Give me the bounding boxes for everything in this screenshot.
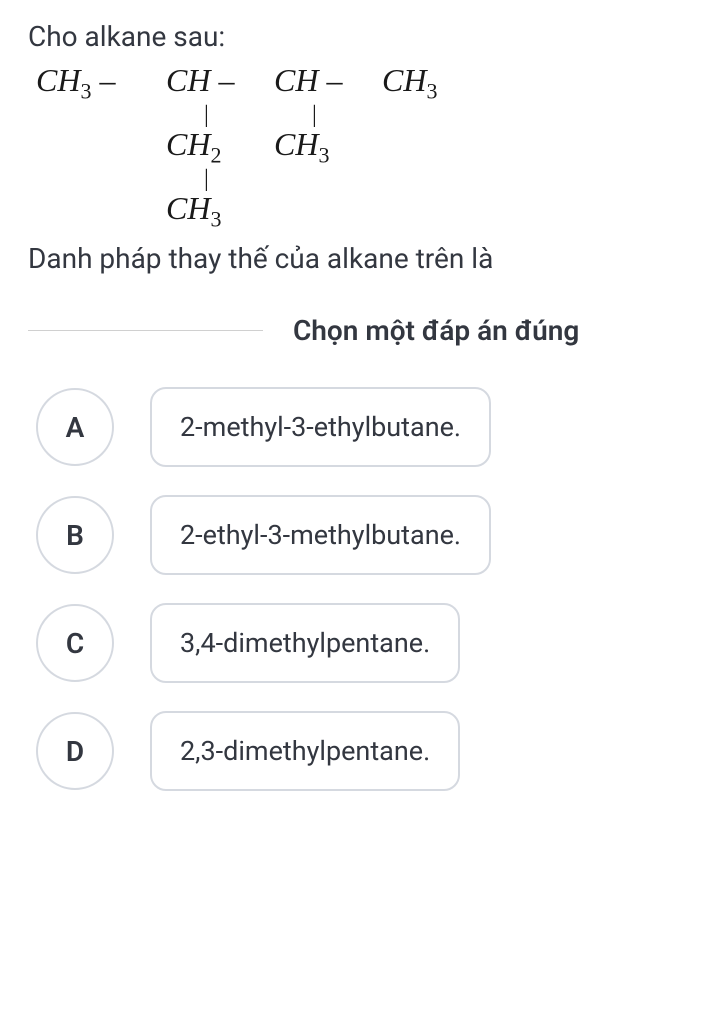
option-text-b: 2-ethyl-3-methylbutane. <box>150 495 491 575</box>
formula-c3-base: CH <box>274 62 318 98</box>
formula-r2-c3-sub: 3 <box>318 143 329 168</box>
prompt-text: Chọn một đáp án đúng <box>293 314 579 347</box>
option-text-d: 2,3-dimethylpentane. <box>150 711 460 791</box>
option-c[interactable]: C 3,4-dimethylpentane. <box>36 603 691 683</box>
option-letter-d: D <box>36 712 114 790</box>
prompt-row: Chọn một đáp án đúng <box>28 314 691 347</box>
formula-r2-c3-base: CH <box>274 126 318 162</box>
option-letter-c: C <box>36 604 114 682</box>
formula-r2-c2: CH2 <box>166 125 274 169</box>
formula-r2-c2-base: CH <box>166 126 210 162</box>
option-letter-b: B <box>36 496 114 574</box>
option-text-c: 3,4-dimethylpentane. <box>150 603 460 683</box>
formula-c1-sub: 3 <box>80 78 91 103</box>
formula-row-1: CH3 – CH – CH – CH3 <box>36 61 691 105</box>
formula-vbar-c3: | <box>274 105 382 125</box>
formula-c1-base: CH <box>36 62 80 98</box>
option-text-a: 2-methyl-3-ethylbutane. <box>150 387 491 467</box>
formula-c1: CH3 – <box>36 61 166 105</box>
formula-c4-base: CH <box>382 62 426 98</box>
formula-r3-c2-base: CH <box>166 190 210 226</box>
formula-row-3: CH3 <box>166 189 691 233</box>
formula-c2-base: CH <box>166 62 210 98</box>
formula-r3-c2: CH3 <box>166 189 274 233</box>
question-text: Danh pháp thay thế của alkane trên là <box>28 239 691 278</box>
formula-row-2: CH2 CH3 <box>166 125 691 169</box>
formula-c3: CH – <box>274 61 382 99</box>
formula-vbar-c2: | <box>166 105 274 125</box>
formula-c4: CH3 <box>382 61 490 105</box>
formula-vbar-row-2: | <box>166 169 691 189</box>
chemical-formula: CH3 – CH – CH – CH3 | | CH2 CH3 | CH3 <box>36 61 691 233</box>
option-a[interactable]: A 2-methyl-3-ethylbutane. <box>36 387 691 467</box>
formula-r2-c3: CH3 <box>274 125 382 169</box>
formula-c2: CH – <box>166 61 274 99</box>
formula-vbar-row-1: | | <box>166 105 691 125</box>
option-d[interactable]: D 2,3-dimethylpentane. <box>36 711 691 791</box>
option-b[interactable]: B 2-ethyl-3-methylbutane. <box>36 495 691 575</box>
question-intro: Cho alkane sau: <box>28 20 691 53</box>
formula-c4-sub: 3 <box>426 78 437 103</box>
formula-r3-c2-sub: 3 <box>210 207 221 232</box>
formula-vbar2-c2: | <box>166 169 274 189</box>
option-letter-a: A <box>36 388 114 466</box>
options-list: A 2-methyl-3-ethylbutane. B 2-ethyl-3-me… <box>28 387 691 791</box>
formula-r2-c2-sub: 2 <box>210 143 221 168</box>
prompt-divider <box>28 330 263 331</box>
